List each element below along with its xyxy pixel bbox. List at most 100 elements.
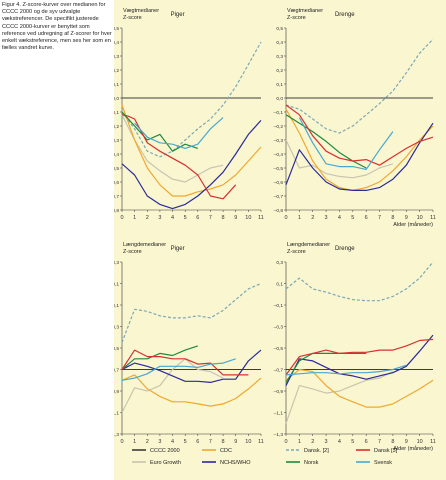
chart-title: Piger (171, 246, 185, 252)
y-tick-label: –0,1 (114, 303, 119, 309)
x-tick-label: 9 (234, 215, 237, 221)
x-tick-label: 0 (284, 215, 287, 221)
series-cdc (121, 104, 262, 197)
y-tick-label: 0,4 (114, 40, 119, 46)
series-norsk (285, 352, 367, 383)
y-tick-label: 0,1 (276, 82, 283, 88)
legend-label-dansk-3: Dansk [3] (374, 448, 398, 454)
x-tick-label: 2 (146, 215, 149, 221)
y-tick-label: –0,9 (114, 389, 119, 395)
x-tick-label: 11 (258, 439, 264, 445)
series-euro-growth (285, 139, 394, 179)
x-tick-label: 7 (209, 439, 212, 445)
series-cdc (285, 108, 434, 191)
legend-label-nchs-who: NCHS/WHO (220, 460, 251, 466)
y-tick-label: 0,0 (114, 96, 119, 102)
y-axis-unit: Z-score (287, 15, 306, 21)
y-tick-label: –0,5 (114, 346, 119, 352)
legend-label-cccc-2000: CCCC 2000 (150, 448, 180, 454)
series-euro-growth (285, 371, 394, 424)
series-euro-growth (121, 114, 224, 183)
series-dansk-3 (121, 114, 237, 200)
series-norsk (121, 111, 198, 152)
x-tick-label: 5 (184, 215, 187, 221)
x-tick-label: 8 (391, 439, 394, 445)
x-tick-label: 3 (325, 215, 328, 221)
chart-title: Drenge (335, 246, 355, 252)
y-tick-label: 0,2 (276, 68, 283, 74)
x-tick-label: 9 (405, 439, 408, 445)
x-tick-label: 6 (365, 439, 368, 445)
y-tick-label: –0,3 (114, 138, 119, 144)
y-tick-label: –0,3 (114, 324, 119, 330)
x-tick-label: 8 (222, 439, 225, 445)
y-tick-label: –0,7 (274, 367, 284, 373)
series-euro-growth (121, 358, 224, 413)
series-nchs-who (121, 349, 262, 383)
figure-caption: Figur 4. Z-score-kurver over medianen fo… (2, 2, 112, 52)
x-tick-label: 5 (351, 439, 354, 445)
x-tick-label: 4 (338, 215, 341, 221)
legend-label-cdc: CDC (220, 448, 232, 454)
x-tick-label: 7 (378, 215, 381, 221)
series-nchs-who (285, 334, 434, 386)
x-tick-label: 3 (158, 215, 161, 221)
series-dansk-3 (121, 349, 249, 376)
x-tick-label: 0 (284, 439, 287, 445)
x-tick-label: 4 (338, 439, 341, 445)
x-tick-label: 4 (171, 439, 174, 445)
series-nchs-who (121, 119, 262, 210)
y-tick-label: 0,5 (276, 26, 283, 32)
series-svensk (121, 358, 236, 381)
y-tick-label: –0,4 (274, 152, 284, 158)
x-tick-label: 11 (430, 439, 436, 445)
y-axis-unit: Z-score (123, 15, 142, 21)
x-tick-label: 8 (391, 215, 394, 221)
x-tick-label: 8 (222, 215, 225, 221)
series-dansk-2 (121, 282, 262, 343)
y-axis-title: Vægtmedianer (123, 8, 159, 14)
series-nchs-who (285, 122, 434, 191)
x-tick-label: 1 (133, 439, 136, 445)
y-tick-label: –0,5 (274, 346, 284, 352)
x-tick-label: 6 (196, 215, 199, 221)
x-tick-label: 2 (311, 215, 314, 221)
y-tick-label: 0,1 (276, 281, 283, 287)
y-axis-title: Vægtmedianer (287, 8, 323, 14)
x-tick-label: 10 (245, 439, 251, 445)
y-tick-label: –0,5 (114, 166, 119, 172)
y-tick-label: –0,6 (114, 180, 119, 186)
y-tick-label: –0,2 (274, 124, 284, 130)
legend-label-euro-growth: Euro Growth (150, 460, 181, 466)
y-tick-label: 0,5 (114, 26, 119, 32)
y-tick-label: –1,1 (114, 410, 119, 416)
y-tick-label: –0,7 (274, 194, 284, 200)
y-tick-label: –0,1 (274, 110, 284, 116)
series-dansk-2 (285, 261, 434, 302)
x-tick-label: 3 (325, 439, 328, 445)
y-tick-label: –0,4 (114, 152, 119, 158)
legend-label-norsk: Norsk (304, 460, 319, 466)
x-axis-title: Alder (måneder) (393, 445, 433, 452)
y-tick-label: –1,1 (274, 410, 284, 416)
x-tick-label: 7 (378, 439, 381, 445)
x-tick-label: 2 (311, 439, 314, 445)
series-dansk-3 (285, 104, 434, 166)
y-tick-label: –0,1 (114, 110, 119, 116)
x-tick-label: 9 (405, 215, 408, 221)
x-tick-label: 9 (234, 439, 237, 445)
x-tick-label: 10 (417, 215, 423, 221)
series-cdc (121, 374, 262, 407)
series-norsk (285, 114, 367, 169)
series-norsk (121, 345, 198, 370)
chart-title: Piger (171, 12, 185, 18)
y-tick-label: –1,3 (274, 432, 284, 438)
series-svensk (298, 117, 394, 170)
legend-label-svensk: Svensk (374, 460, 392, 466)
figure-svg: PigerVægtmedianerZ-score0,50,40,30,20,10… (114, 8, 436, 466)
x-tick-label: 5 (184, 439, 187, 445)
y-tick-label: –0,5 (274, 166, 284, 172)
x-tick-label: 1 (298, 439, 301, 445)
figure-panel: PigerVægtmedianerZ-score0,50,40,30,20,10… (114, 0, 446, 480)
y-tick-label: –0,6 (274, 180, 284, 186)
